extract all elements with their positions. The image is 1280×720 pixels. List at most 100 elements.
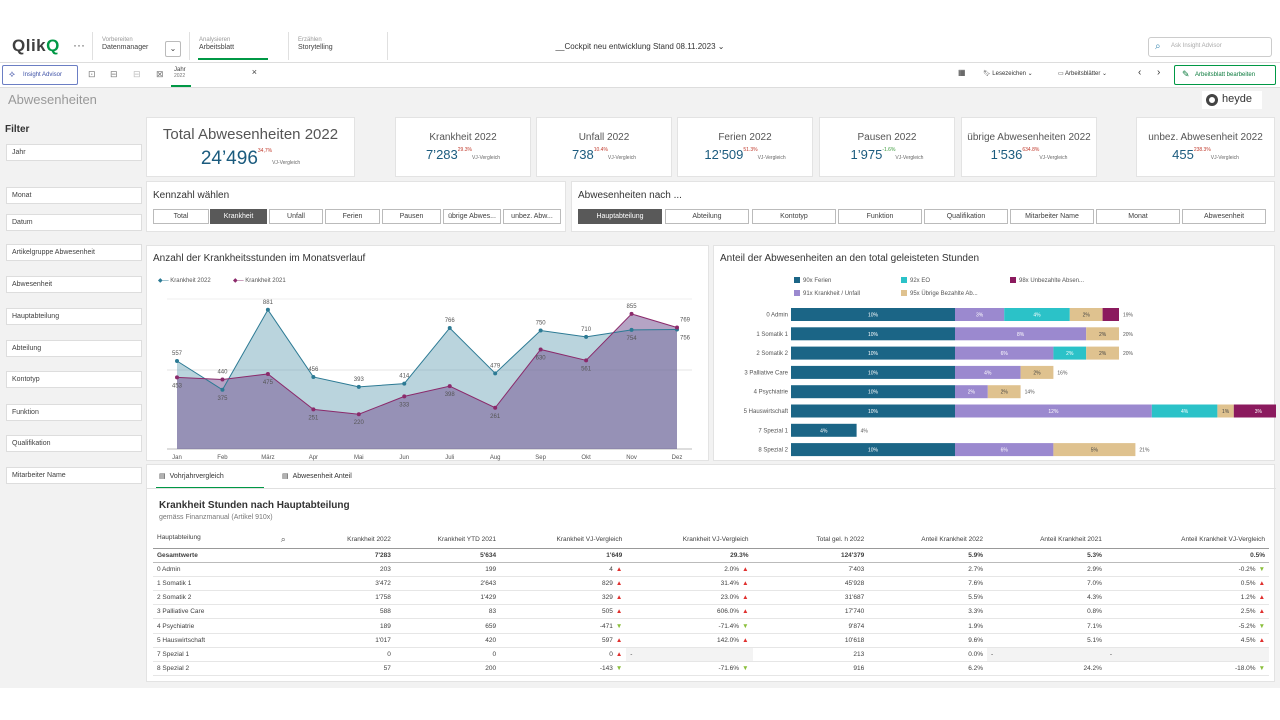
bar-legend-item[interactable]: 91x Krankheit / Unfall <box>794 290 860 297</box>
column-header[interactable]: Anteil Krankheit 2022 <box>868 531 988 549</box>
more-icon[interactable]: ··· <box>73 38 85 52</box>
filter-kontotyp[interactable]: Kontotyp <box>6 371 142 388</box>
search-input[interactable]: ⌕ Ask Insight Advisor <box>1148 37 1272 57</box>
app-title[interactable]: __Cockpit neu entwicklung Stand 08.11.20… <box>555 42 725 51</box>
bar-total-label: 14% <box>1025 390 1036 396</box>
filter-abteilung[interactable]: Abteilung <box>6 340 142 357</box>
tab-vorjahrvergleich[interactable]: ▤ Vohrjahrvergleich <box>159 473 224 480</box>
bar-legend-item[interactable]: 90x Ferien <box>794 277 831 284</box>
bar-legend-item[interactable]: 92x EO <box>901 277 930 284</box>
line-chart-svg[interactable]: 557 375 881 456 393 414 766 479 750 710 754 756 453 4… <box>147 246 710 462</box>
button-hauptabteilung[interactable]: Hauptabteilung <box>578 209 662 224</box>
filter-hauptabteilung[interactable]: Hauptabteilung <box>6 308 142 325</box>
table-row[interactable]: 4 Psychiatrie 189 659 -471 ▼ -71.4% ▼ 9'874 1.9%… <box>153 618 1269 634</box>
nav-prepare[interactable]: Vorbereiten Datenmanager <box>102 37 149 51</box>
table-cell: 3.3% <box>868 604 988 620</box>
table-cell: 7'403 <box>752 562 869 577</box>
bar-legend-item[interactable]: 98x Unbezahlte Absen... <box>1010 277 1084 284</box>
qlik-logo[interactable]: QlikQ <box>12 36 60 55</box>
step-forward-icon[interactable]: ⊟ <box>133 69 141 79</box>
legend-2021[interactable]: ◆— Krankheit 2021 <box>233 278 286 284</box>
table-row[interactable]: 0 Admin 203 199 4 ▲ 2.0% ▲ 7'403 2.7% 2.9% -0.2% ▼ <box>153 562 1269 577</box>
clear-selections-icon[interactable]: ⊠ <box>156 69 164 79</box>
button-übrige-abwes-[interactable]: übrige Abwes... <box>443 209 501 224</box>
selection-chip-jahr[interactable]: Jahr 2022 × <box>171 65 261 87</box>
step-back-icon[interactable]: ⊟ <box>110 69 118 79</box>
kpi-2[interactable]: Unfall 2022 73810.4%VJ-Vergleich <box>536 117 672 177</box>
filter-mitarbeiter-name[interactable]: Mitarbeiter Name <box>6 467 142 484</box>
legend-2022[interactable]: ◆— Krankheit 2022 <box>158 278 211 284</box>
table-cell: 4 Psychiatrie <box>153 618 290 634</box>
line-chart-panel[interactable]: Anzahl der Krankheitsstunden im Monatsve… <box>146 245 709 461</box>
table-row[interactable]: 7 Spezial 1 0 0 0 ▲ -213 0.0% - - <box>153 647 1269 663</box>
nav-narrate[interactable]: Erzählen Storytelling <box>298 37 333 51</box>
column-header[interactable]: Krankheit 2022 <box>289 531 395 549</box>
table-cell: 7.6% <box>868 576 988 592</box>
bookmarks-button[interactable]: 🔖︎ Lesezeichen ⌄ <box>983 71 1033 77</box>
chevron-down-icon[interactable]: ⌄ <box>165 41 181 57</box>
table-cell: 0 Admin <box>153 562 290 577</box>
search-icon[interactable]: ⌕ <box>280 533 286 544</box>
bar-legend-item[interactable]: 95x Übrige Bezahlte Ab... <box>901 290 978 297</box>
button-unfall[interactable]: Unfall <box>269 209 323 224</box>
button-krankheit[interactable]: Krankheit <box>210 209 267 224</box>
close-icon[interactable]: × <box>251 67 257 77</box>
button-ferien[interactable]: Ferien <box>325 209 380 224</box>
filter-jahr[interactable]: Jahr <box>6 144 142 161</box>
table-row[interactable]: 5 Hauswirtschaft 1'017 420 597 ▲ 142.0% ▲ 10'61… <box>153 633 1269 648</box>
column-header[interactable]: Krankheit VJ-Vergleich <box>626 531 753 549</box>
button-abwesenheit[interactable]: Abwesenheit <box>1182 209 1266 224</box>
column-header[interactable]: Hauptabteilung ⌕ <box>153 531 290 549</box>
filter-qualifikation[interactable]: Qualifikation <box>6 435 142 452</box>
data-label: 881 <box>263 300 274 306</box>
table-row[interactable]: 1 Somatik 1 3'472 2'643 829 ▲ 31.4% ▲ 45'928 7.6… <box>153 576 1269 592</box>
smart-search-icon[interactable]: ⊡ <box>88 69 96 79</box>
kpi-6[interactable]: unbez. Abwesenheit 2022 455238.3%VJ-Vergl… <box>1136 117 1275 177</box>
button-unbez-abw-[interactable]: unbez. Abw... <box>503 209 561 224</box>
kpi-3[interactable]: Ferien 2022 12’50951.3%VJ-Vergleich <box>677 117 813 177</box>
table-row[interactable]: 3 Palliative Care 588 83 505 ▲ 606.0% ▲ 17'740 3… <box>153 604 1269 620</box>
prev-sheet-icon[interactable]: ‹ <box>1138 67 1142 78</box>
button-kontotyp[interactable]: Kontotyp <box>752 209 836 224</box>
column-header[interactable]: Anteil Krankheit 2021 <box>987 531 1106 549</box>
edit-sheet-button[interactable]: ✎ Arbeitsblatt bearbeiten <box>1174 65 1276 85</box>
data-table[interactable]: Hauptabteilung ⌕ Krankheit 2022 Krankheit Y… <box>153 531 1269 677</box>
filter-artikelgruppe-abwesenheit[interactable]: Artikelgruppe Abwesenheit <box>6 244 142 261</box>
kpi-5[interactable]: übrige Abwesenheiten 2022 1’536634.8%VJ-V… <box>961 117 1097 177</box>
button-total[interactable]: Total <box>153 209 209 224</box>
filter-monat[interactable]: Monat <box>6 187 142 204</box>
bar-segment <box>955 404 1152 418</box>
button-monat[interactable]: Monat <box>1096 209 1180 224</box>
bar-chart-panel[interactable]: Anteil der Abwesenheiten an den total ge… <box>713 245 1276 462</box>
table-cell: 9'874 <box>752 618 869 634</box>
kpi-1[interactable]: Krankheit 2022 7’28329.3%VJ-Vergleich <box>395 117 531 177</box>
column-header[interactable]: Krankheit VJ-Vergleich <box>500 531 627 549</box>
table-cell: 200 <box>394 661 501 677</box>
grid-icon[interactable]: ▦ <box>958 68 966 77</box>
filter-abwesenheit[interactable]: Abwesenheit <box>6 276 142 293</box>
column-header[interactable]: Total gel. h 2022 <box>752 531 869 549</box>
trend-down-icon: ▼ <box>615 622 623 630</box>
table-cell: 24.2% <box>987 661 1106 677</box>
tab-abwesenheit-anteil[interactable]: ▤ Abwesenheit Anteil <box>282 473 352 480</box>
button-mitarbeiter-name[interactable]: Mitarbeiter Name <box>1010 209 1094 224</box>
kpi-total[interactable]: Total Abwesenheiten 2022 24’49634,7%VJ-V… <box>146 117 355 177</box>
button-pausen[interactable]: Pausen <box>382 209 441 224</box>
filter-datum[interactable]: Datum <box>6 214 142 231</box>
next-sheet-icon[interactable]: › <box>1157 67 1161 78</box>
button-abteilung[interactable]: Abteilung <box>665 209 749 224</box>
table-row[interactable]: 8 Spezial 2 57 200 -143 ▼ -71.6% ▼ 916 6.2% 24.2%… <box>153 661 1269 677</box>
bar-chart-svg[interactable]: 0 Admin 10% 3% 4% 2% 19% 1 Somatik 1 10% 8% 2% 20%… <box>714 246 1276 462</box>
column-header[interactable]: Krankheit YTD 2021 <box>394 531 501 549</box>
insight-advisor-button[interactable]: ⟡ Insight Advisor <box>2 65 78 85</box>
nav-analyze[interactable]: Analysieren Arbeitsblatt <box>199 37 235 51</box>
filter-funktion[interactable]: Funktion <box>6 404 142 421</box>
sheets-button[interactable]: ▭ Arbeitsblätter ⌄ <box>1058 71 1108 77</box>
button-funktion[interactable]: Funktion <box>838 209 922 224</box>
column-header[interactable]: Anteil Krankheit VJ-Vergleich <box>1105 531 1269 549</box>
kpi-4[interactable]: Pausen 2022 1’975-1.6%VJ-Vergleich <box>819 117 955 177</box>
table-cell: 659 <box>394 618 501 634</box>
table-row[interactable]: 2 Somatik 2 1'758 1'429 329 ▲ 23.0% ▲ 31'687 5.5… <box>153 590 1269 606</box>
button-qualifikation[interactable]: Qualifikation <box>924 209 1008 224</box>
table-cell: 23.0% ▲ <box>626 590 753 606</box>
